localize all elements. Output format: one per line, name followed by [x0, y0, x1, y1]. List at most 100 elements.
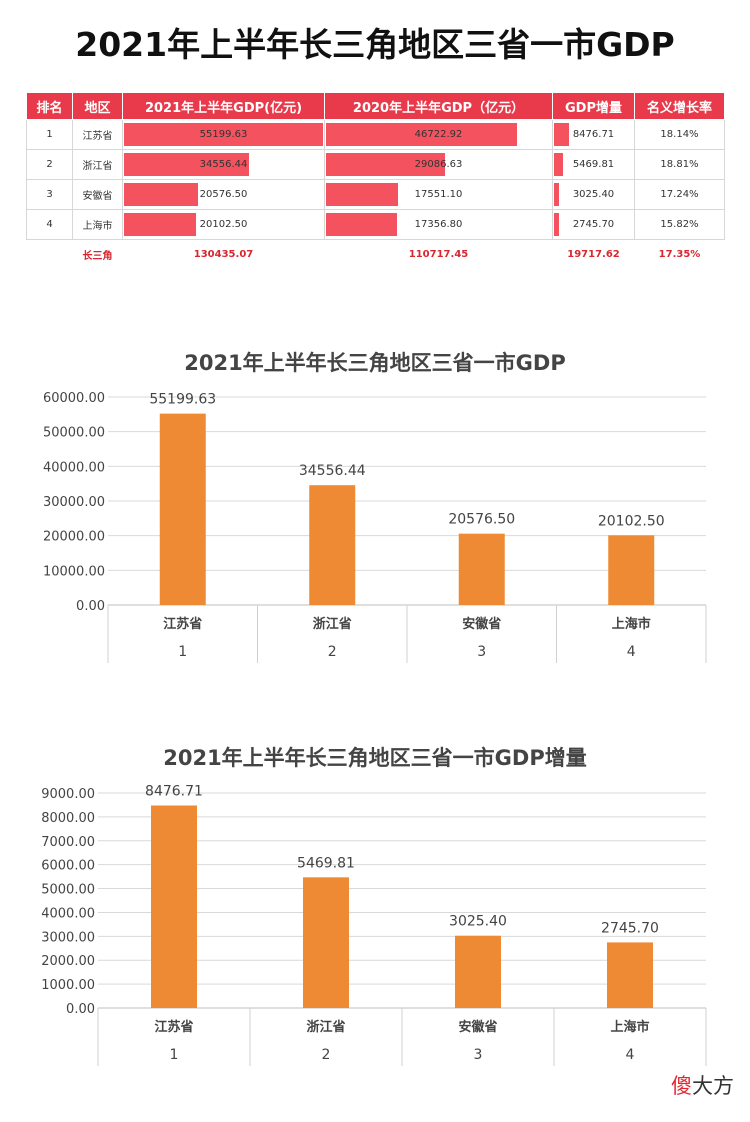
- gdp-chart-title: 2021年上半年长三角地区三省一市GDP: [184, 351, 566, 375]
- table-row: 3 安徽省 20576.50 17551.10 3025.40 17.24%: [26, 179, 725, 210]
- header-gdp2021: 2021年上半年GDP(亿元): [122, 92, 325, 120]
- cell-increment-value: 3025.40: [572, 189, 615, 200]
- increment-chart-ytick-label: 2000.00: [41, 954, 95, 969]
- gdp-chart-data-label: 20102.50: [598, 513, 665, 529]
- cell-increment: 5469.81: [552, 149, 635, 180]
- cell-gdp2021: 20102.50: [122, 209, 325, 240]
- gdp-chart-ytick-label: 20000.00: [43, 530, 105, 545]
- increment-chart-bar: [607, 942, 653, 1008]
- cell-gdp2021: 55199.63: [122, 119, 325, 150]
- cell-increment-value: 2745.70: [572, 219, 615, 230]
- increment-chart-data-label: 5469.81: [297, 855, 355, 871]
- gdp-chart-ytick-label: 50000.00: [43, 426, 105, 441]
- cell-region: 安徽省: [72, 179, 123, 210]
- cell-region: 浙江省: [72, 149, 123, 180]
- gdp-bar-chart: 2021年上半年长三角地区三省一市GDP 0.00 10000.00 20000.00…: [0, 340, 750, 670]
- cell-gdp2021: 34556.44: [122, 149, 325, 180]
- increment-chart-data-label: 2745.70: [601, 920, 659, 936]
- header-increment: GDP增量: [552, 92, 635, 120]
- increment-chart-ytick-label: 5000.00: [41, 883, 95, 898]
- cell-gdp2020: 17551.10: [324, 179, 553, 210]
- cell-increment-value: 8476.71: [572, 129, 615, 140]
- increment-chart-bar: [151, 805, 197, 1008]
- watermark-rest: 大方: [692, 1074, 734, 1098]
- cell-gdp2020: 46722.92: [324, 119, 553, 150]
- increment-chart-title: 2021年上半年长三角地区三省一市GDP增量: [163, 746, 587, 770]
- page-title: 2021年上半年长三角地区三省一市GDP: [75, 25, 675, 64]
- cell-gdp2021-bar: [124, 213, 197, 236]
- increment-chart-rank-label: 3: [474, 1047, 483, 1063]
- cell-growth: 17.24%: [634, 179, 725, 210]
- cell-gdp2021-bar: [124, 123, 323, 146]
- gdp-chart-data-label: 34556.44: [299, 463, 366, 479]
- increment-chart-bar: [455, 935, 501, 1008]
- gdp-chart-category-label: 安徽省: [462, 616, 501, 632]
- gdp-chart-rank-label: 4: [627, 644, 636, 660]
- table-total-row: 长三角 130435.07 110717.45 19717.62 17.35%: [27, 240, 725, 269]
- gdp-chart-ytick-label: 60000.00: [43, 391, 105, 406]
- increment-chart-ytick-label: 4000.00: [41, 906, 95, 921]
- watermark: 傻大方: [671, 1070, 734, 1100]
- table-row: 4 上海市 20102.50 17356.80 2745.70 15.82%: [26, 209, 725, 240]
- cell-gdp2020-value: 46722.92: [414, 129, 463, 140]
- gdp-table: 排名 地区 2021年上半年GDP(亿元) 2020年上半年GDP（亿元） GD…: [26, 92, 725, 268]
- increment-chart-bar: [303, 877, 349, 1008]
- cell-increment: 3025.40: [552, 179, 635, 210]
- increment-chart-data-label: 8476.71: [145, 784, 203, 800]
- gdp-chart-rank-label: 3: [477, 644, 486, 660]
- increment-chart-ytick-label: 3000.00: [41, 930, 95, 945]
- gdp-chart-ytick-label: 0.00: [76, 599, 105, 614]
- increment-chart-ytick-label: 8000.00: [41, 811, 95, 826]
- cell-increment-value: 5469.81: [572, 159, 615, 170]
- gdp-chart-ytick-label: 30000.00: [43, 495, 105, 510]
- gdp-chart-bar: [608, 535, 655, 605]
- increment-chart-ytick-label: 1000.00: [41, 978, 95, 993]
- increment-chart-rank-label: 1: [170, 1047, 179, 1063]
- cell-rank: 4: [26, 209, 73, 240]
- cell-gdp2020: 17356.80: [324, 209, 553, 240]
- total-rank: [27, 240, 73, 269]
- gdp-chart-data-label: 20576.50: [448, 512, 515, 528]
- cell-gdp2021-bar: [124, 183, 199, 206]
- increment-chart-rank-label: 4: [626, 1047, 635, 1063]
- cell-increment-bar: [554, 183, 560, 206]
- increment-chart-svg: 2021年上半年长三角地区三省一市GDP增量 0.00 1000.00 2000.00…: [41, 746, 707, 1066]
- gdp-chart-category-label: 江苏省: [163, 616, 202, 632]
- increment-chart-ytick-label: 6000.00: [41, 859, 95, 874]
- watermark-first-char: 傻: [671, 1074, 692, 1098]
- total-growth: 17.35%: [658, 248, 701, 260]
- cell-gdp2020-bar: [326, 213, 397, 236]
- cell-increment: 8476.71: [552, 119, 635, 150]
- cell-gdp2021-value: 34556.44: [199, 159, 248, 170]
- gdp-chart-data-label: 55199.63: [149, 392, 216, 408]
- increment-chart-ytick-label: 9000.00: [41, 787, 95, 802]
- gdp-chart-category-label: 上海市: [612, 616, 651, 632]
- cell-region: 上海市: [72, 209, 123, 240]
- cell-gdp2020-bar: [326, 183, 398, 206]
- gdp-chart-bar: [458, 533, 505, 605]
- cell-increment-bar: [554, 213, 559, 236]
- table-header-row: 排名 地区 2021年上半年GDP(亿元) 2020年上半年GDP（亿元） GD…: [26, 92, 725, 120]
- cell-gdp2021: 20576.50: [122, 179, 325, 210]
- total-gdp2020: 110717.45: [408, 248, 469, 260]
- increment-chart-category-label: 浙江省: [306, 1019, 345, 1035]
- total-region: 长三角: [82, 250, 113, 262]
- cell-increment-bar: [554, 153, 564, 176]
- cell-gdp2021-bar: [124, 153, 249, 176]
- gdp-chart-bar: [309, 485, 356, 605]
- cell-growth: 18.14%: [634, 119, 725, 150]
- cell-rank: 3: [26, 179, 73, 210]
- gdp-chart-ytick-label: 40000.00: [43, 460, 105, 475]
- increment-chart-rank-label: 2: [322, 1047, 331, 1063]
- table-row: 1 江苏省 55199.63 46722.92 8476.71 18.14%: [26, 119, 725, 150]
- increment-chart-category-label: 江苏省: [154, 1019, 193, 1035]
- cell-gdp2021-value: 20102.50: [199, 219, 248, 230]
- cell-growth: 15.82%: [634, 209, 725, 240]
- increment-chart-category-label: 安徽省: [458, 1019, 497, 1035]
- gdp-chart-rank-label: 2: [328, 644, 337, 660]
- gdp-chart-category-label: 浙江省: [313, 616, 352, 632]
- cell-gdp2020-value: 29086.63: [414, 159, 463, 170]
- increment-chart-ytick-label: 0.00: [66, 1002, 95, 1017]
- gdp-chart-ytick-label: 10000.00: [43, 564, 105, 579]
- cell-rank: 1: [26, 119, 73, 150]
